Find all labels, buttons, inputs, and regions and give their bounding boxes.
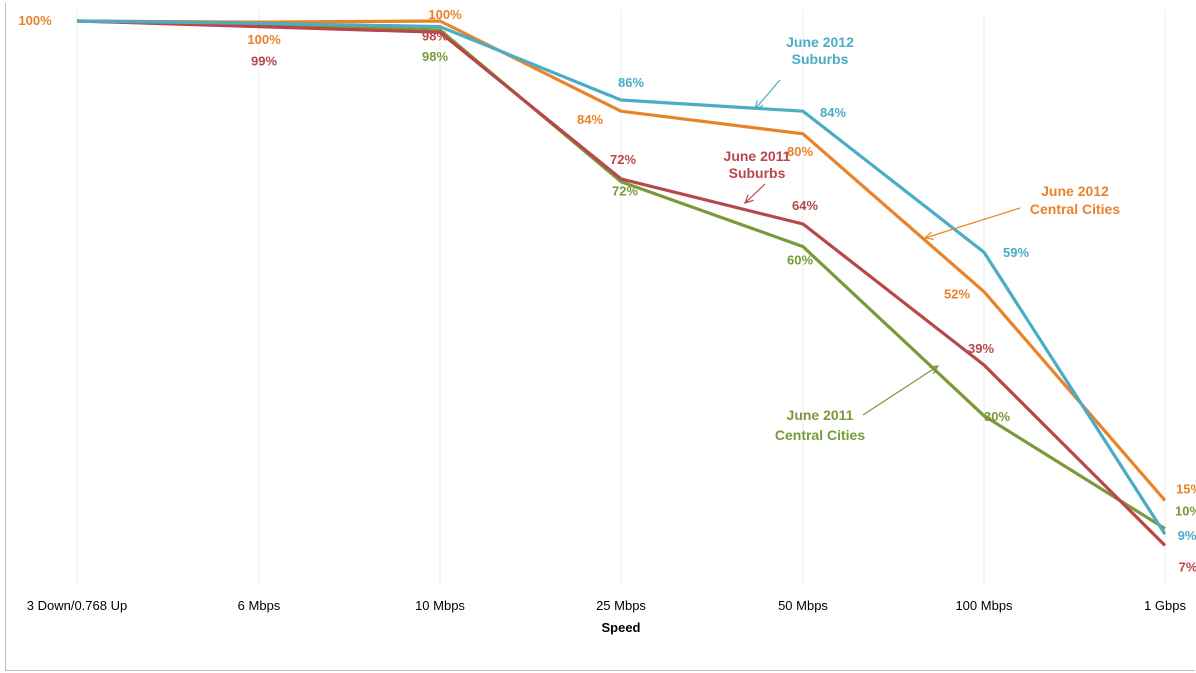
data-label-s1-p1: 100% bbox=[247, 32, 281, 47]
data-label-s1-p2: 100% bbox=[428, 7, 462, 22]
series-line-2 bbox=[76, 19, 1167, 547]
x-tick-label-1: 6 Mbps bbox=[238, 598, 281, 613]
data-label-s2-p6: 7% bbox=[1179, 560, 1196, 575]
x-tick-label-0: 3 Down/0.768 Up bbox=[27, 598, 127, 613]
data-label-s2-p1: 99% bbox=[251, 54, 277, 69]
data-label-s2-p4: 64% bbox=[792, 198, 818, 213]
data-label-s3-p2: 98% bbox=[422, 49, 448, 64]
data-label-s0-p5: 59% bbox=[1003, 245, 1029, 260]
data-label-s0-p4: 84% bbox=[820, 105, 846, 120]
data-label-s3-p5: 30% bbox=[984, 409, 1010, 424]
annotation-0-arrow-shaft bbox=[754, 79, 781, 110]
data-label-s2-p2: 98% bbox=[422, 28, 448, 43]
x-tick-label-3: 25 Mbps bbox=[596, 598, 646, 613]
annotation-3-arrow-shaft bbox=[862, 365, 939, 416]
x-tick-label-5: 100 Mbps bbox=[955, 598, 1013, 613]
data-label-s3-p4: 60% bbox=[787, 253, 813, 268]
data-label-s1-p0: 100% bbox=[18, 13, 52, 28]
x-tick-label-2: 10 Mbps bbox=[415, 598, 465, 613]
annotation-1-arrow-shaft bbox=[744, 183, 766, 204]
annotation-2-line2: Central Cities bbox=[1030, 201, 1120, 217]
data-label-s1-p5: 52% bbox=[944, 287, 970, 302]
x-tick-label-6: 1 Gbps bbox=[1144, 598, 1186, 613]
x-tick-label-4: 50 Mbps bbox=[778, 598, 828, 613]
data-label-s0-p3: 86% bbox=[618, 75, 644, 90]
annotation-1-line2: Suburbs bbox=[729, 165, 786, 181]
data-label-s3-p3: 72% bbox=[612, 184, 638, 199]
data-label-s1-p4: 80% bbox=[787, 144, 813, 159]
annotation-3-line1: June 2011 bbox=[787, 407, 854, 423]
annotation-0-arrow-head bbox=[754, 100, 764, 111]
data-label-s1-p6: 15% bbox=[1176, 481, 1196, 496]
data-label-s1-p3: 84% bbox=[577, 112, 603, 127]
data-label-s2-p3: 72% bbox=[610, 152, 636, 167]
annotation-0-line2: Suburbs bbox=[792, 51, 849, 67]
data-label-s0-p6: 9% bbox=[1178, 528, 1196, 543]
data-label-s3-p6: 10% bbox=[1175, 504, 1196, 519]
annotation-2-arrow-head bbox=[923, 231, 934, 240]
x-axis-title: Speed bbox=[601, 620, 640, 635]
annotation-2-line1: June 2012 bbox=[1041, 183, 1109, 199]
series-line-0 bbox=[76, 19, 1167, 536]
annotation-1-arrow-head bbox=[743, 194, 754, 204]
annotation-1-line1: June 2011 bbox=[724, 148, 791, 164]
annotation-3-arrow-head bbox=[928, 365, 940, 375]
annotation-2-arrow-shaft bbox=[924, 207, 1021, 239]
annotation-0-line1: June 2012 bbox=[786, 34, 854, 50]
annotation-3-line2: Central Cities bbox=[775, 427, 865, 443]
data-label-s2-p5: 39% bbox=[968, 341, 994, 356]
chart-frame bbox=[5, 3, 1195, 671]
